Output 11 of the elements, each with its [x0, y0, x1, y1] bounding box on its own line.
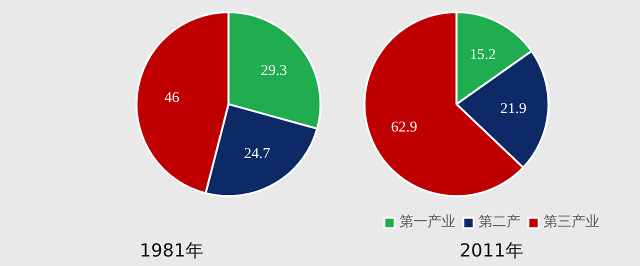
data-label: 21.9 [500, 101, 527, 118]
data-label: 15.2 [470, 47, 496, 64]
data-label: 46 [164, 90, 180, 106]
data-label: 24.7 [244, 146, 271, 162]
legend-label: 第一产业 [400, 213, 456, 231]
text: 2011年 [460, 240, 524, 262]
data-label: 62.9 [390, 119, 418, 136]
text: 1981年 [140, 240, 204, 262]
legend-label: 第二产 [478, 213, 520, 231]
data-label: 29.3 [260, 63, 288, 80]
legend-label: 第三产业 [544, 213, 600, 231]
